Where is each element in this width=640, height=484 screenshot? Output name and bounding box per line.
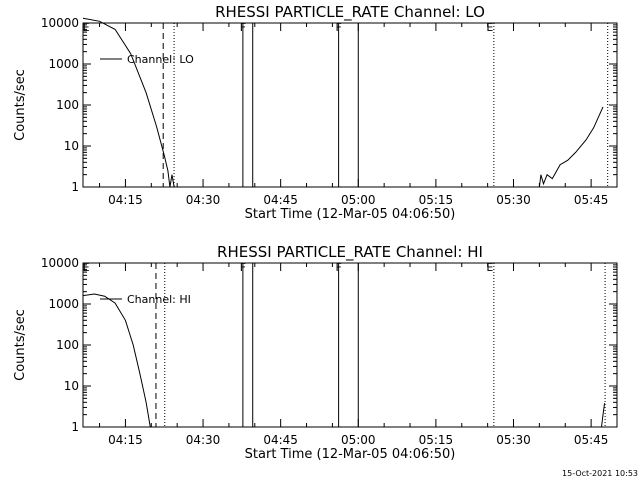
chart-title: RHESSI PARTICLE_RATE Channel: LO: [215, 3, 485, 22]
x-tick-label: 04:15: [108, 193, 143, 207]
y-tick-label: 1000: [48, 297, 79, 311]
y-tick-label: 1000: [48, 57, 79, 71]
generated-timestamp: 15-Oct-2021 10:53: [562, 469, 638, 478]
legend-label: Channel: LO: [127, 53, 194, 66]
series-line-segment: [82, 293, 151, 428]
marker-label: E: [83, 261, 90, 274]
y-tick-label: 10000: [41, 256, 79, 270]
x-tick-label: 05:00: [341, 433, 376, 447]
x-tick-label: 04:45: [263, 193, 298, 207]
x-tick-label: 05:00: [341, 193, 376, 207]
x-tick-label: 05:15: [419, 433, 454, 447]
x-axis-label: Start Time (12-Mar-05 04:06:50): [245, 447, 456, 462]
y-tick-label: 1: [71, 180, 79, 194]
y-tick-label: 10: [64, 139, 79, 153]
y-tick-label: 10: [64, 379, 79, 393]
x-tick-label: 04:30: [186, 433, 221, 447]
y-tick-label: 100: [56, 338, 79, 352]
y-tick-label: 10000: [41, 16, 79, 30]
hi-channel-panel: RHESSI PARTICLE_RATE Channel: HI 1 10 100 10…: [13, 243, 618, 462]
legend-label: Channel: HI: [127, 293, 191, 306]
lo-channel-panel: RHESSI PARTICLE_RATE Channel: LO 1 10 100 10…: [13, 3, 618, 222]
x-tick-label: 05:45: [574, 433, 609, 447]
marker-label: E: [486, 261, 493, 274]
series-line-segment: [82, 17, 175, 188]
y-tick-label: 1: [71, 420, 79, 434]
x-axis-label: Start Time (12-Mar-05 04:06:50): [245, 207, 456, 222]
series-line-segment: [538, 106, 604, 188]
x-tick-label: 04:30: [186, 193, 221, 207]
chart-title: RHESSI PARTICLE_RATE Channel: HI: [217, 243, 483, 262]
x-tick-label: 05:30: [496, 433, 531, 447]
x-tick-label: 05:30: [496, 193, 531, 207]
series-line-segment: [601, 403, 606, 428]
x-tick-label: 04:15: [108, 433, 143, 447]
y-axis-label: Counts/sec: [13, 309, 28, 381]
marker-label: F: [240, 21, 246, 34]
y-axis-label: Counts/sec: [13, 69, 28, 141]
marker-label: E: [486, 21, 493, 34]
x-tick-label: 04:45: [263, 433, 298, 447]
y-tick-label: 100: [56, 98, 79, 112]
x-tick-label: 05:45: [574, 193, 609, 207]
marker-label: F: [335, 21, 341, 34]
marker-label: F: [240, 261, 246, 274]
marker-label: F: [335, 261, 341, 274]
marker-label: E: [83, 21, 90, 34]
x-tick-label: 05:15: [419, 193, 454, 207]
